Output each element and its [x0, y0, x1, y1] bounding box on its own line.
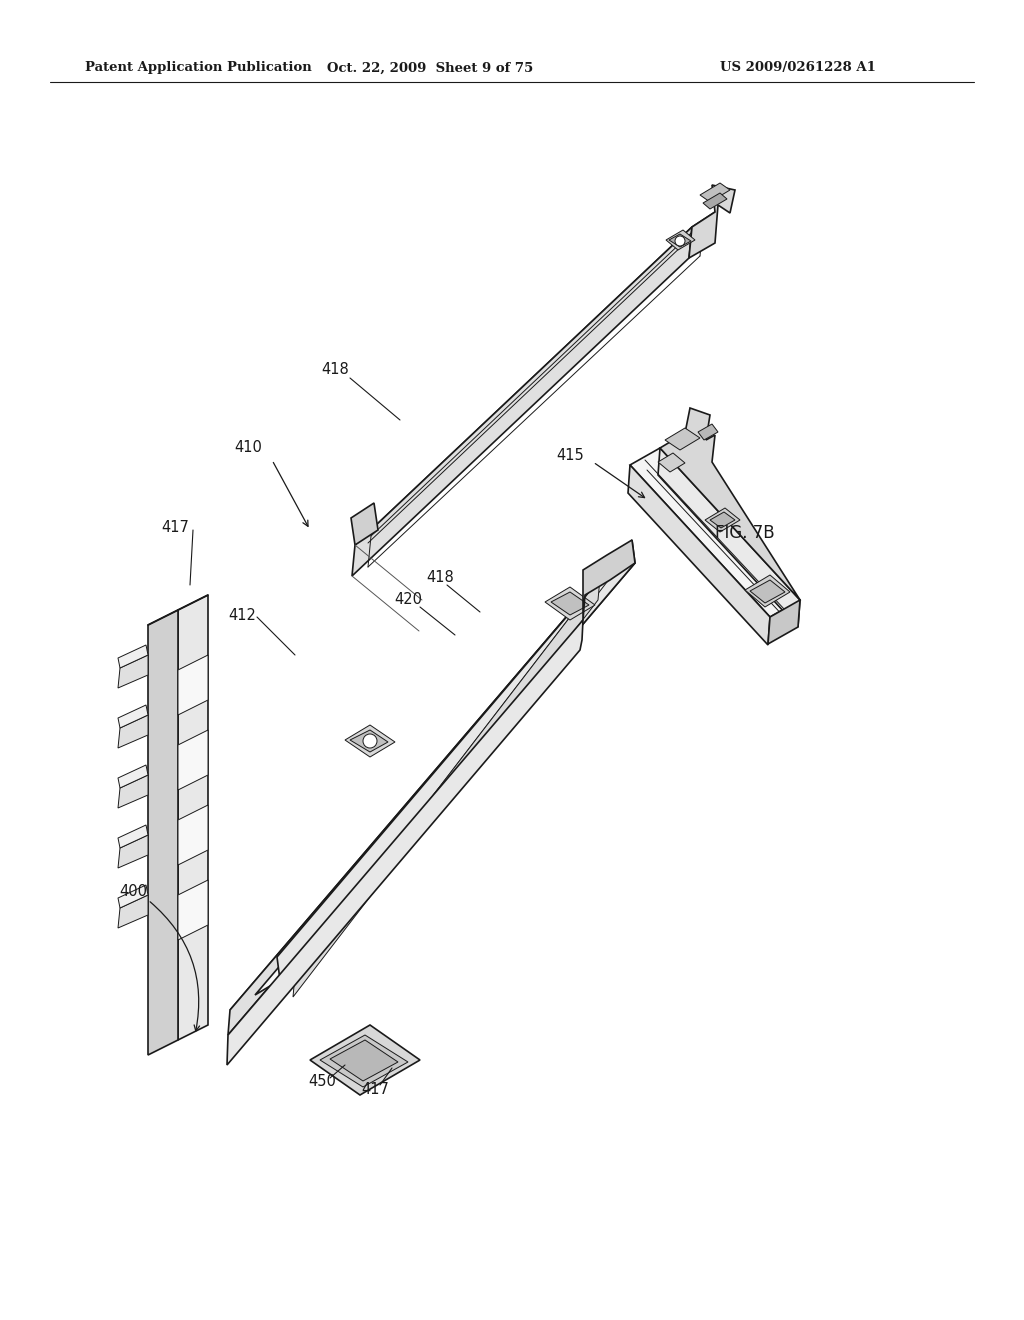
Polygon shape — [628, 465, 770, 645]
Polygon shape — [310, 1026, 420, 1096]
Polygon shape — [227, 620, 583, 1065]
Polygon shape — [118, 775, 148, 808]
Polygon shape — [665, 428, 700, 450]
Text: 417: 417 — [361, 1082, 389, 1097]
Polygon shape — [118, 655, 148, 688]
Polygon shape — [319, 1035, 408, 1086]
Polygon shape — [545, 587, 595, 620]
Polygon shape — [666, 230, 695, 249]
Polygon shape — [118, 645, 148, 668]
Polygon shape — [118, 715, 148, 748]
Polygon shape — [350, 730, 388, 752]
Text: 415: 415 — [556, 447, 584, 462]
Text: 450: 450 — [308, 1074, 336, 1089]
Polygon shape — [118, 825, 148, 847]
Polygon shape — [351, 503, 378, 545]
Text: US 2009/0261228 A1: US 2009/0261228 A1 — [720, 62, 876, 74]
Polygon shape — [178, 805, 208, 865]
Polygon shape — [750, 579, 785, 603]
Text: 412: 412 — [228, 607, 256, 623]
Polygon shape — [689, 185, 735, 257]
Polygon shape — [345, 725, 395, 756]
Circle shape — [362, 734, 377, 748]
Polygon shape — [768, 601, 800, 644]
Polygon shape — [330, 1040, 398, 1081]
Polygon shape — [710, 512, 735, 528]
Polygon shape — [551, 591, 589, 615]
Polygon shape — [660, 408, 800, 601]
Polygon shape — [703, 193, 727, 209]
Polygon shape — [698, 424, 718, 440]
Text: 418: 418 — [426, 570, 454, 586]
Polygon shape — [230, 579, 610, 1010]
Polygon shape — [255, 564, 635, 995]
Text: 410: 410 — [234, 441, 262, 455]
Polygon shape — [118, 766, 148, 788]
Polygon shape — [118, 836, 148, 869]
Text: Patent Application Publication: Patent Application Publication — [85, 62, 311, 74]
Polygon shape — [178, 595, 208, 1040]
Polygon shape — [293, 578, 600, 997]
Circle shape — [675, 236, 685, 246]
Polygon shape — [352, 227, 692, 576]
Polygon shape — [583, 540, 635, 620]
Text: 400: 400 — [119, 884, 147, 899]
Polygon shape — [630, 447, 800, 616]
Polygon shape — [178, 655, 208, 715]
Text: 418: 418 — [322, 363, 349, 378]
Polygon shape — [118, 705, 148, 729]
Text: 420: 420 — [394, 593, 422, 607]
Polygon shape — [658, 453, 685, 473]
Polygon shape — [658, 447, 800, 627]
Polygon shape — [295, 565, 620, 975]
Polygon shape — [705, 508, 740, 532]
Polygon shape — [118, 884, 148, 908]
Polygon shape — [178, 880, 208, 940]
Polygon shape — [178, 730, 208, 789]
Polygon shape — [278, 540, 635, 979]
Polygon shape — [228, 595, 585, 1035]
Polygon shape — [700, 183, 730, 202]
Polygon shape — [745, 576, 790, 607]
Text: FIG. 7B: FIG. 7B — [715, 524, 774, 543]
Polygon shape — [669, 234, 691, 247]
Text: 417: 417 — [161, 520, 189, 536]
Polygon shape — [148, 610, 178, 1055]
Text: Oct. 22, 2009  Sheet 9 of 75: Oct. 22, 2009 Sheet 9 of 75 — [327, 62, 534, 74]
Polygon shape — [118, 895, 148, 928]
Polygon shape — [355, 213, 715, 545]
